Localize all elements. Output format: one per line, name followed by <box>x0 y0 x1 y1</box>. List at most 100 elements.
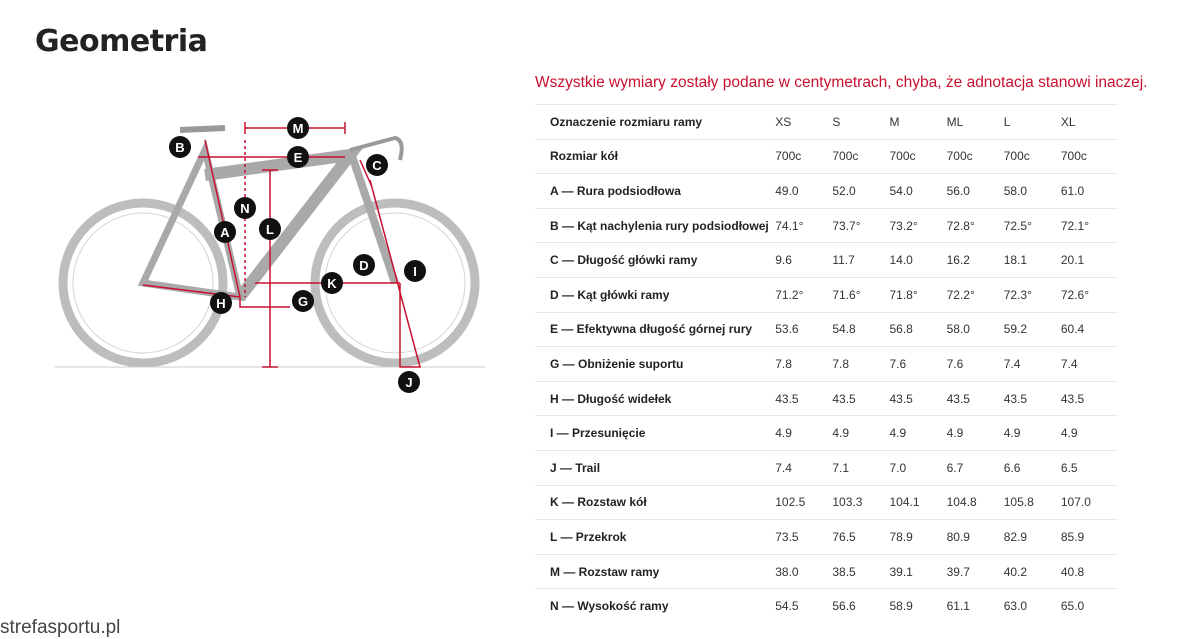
cell-value: 104.8 <box>946 484 1004 520</box>
cell-value: 6.7 <box>946 449 1004 486</box>
cell-value: 43.5 <box>1003 380 1061 416</box>
row-label: B — Kąt nachylenia rury podsiodłowej <box>535 207 776 243</box>
cell-value: 59.2 <box>1003 311 1061 347</box>
cell-value: 85.9 <box>1060 519 1118 555</box>
table-row: L — Przekrok 73.5 76.5 78.9 80.9 82.9 85.9 <box>535 519 1118 555</box>
cell-value: 72.3° <box>1003 276 1061 313</box>
cell-value: 700c <box>889 138 947 174</box>
cell-value: 14.0 <box>889 242 947 278</box>
cell-value: 4.9 <box>889 415 947 451</box>
cell-value: 104.1 <box>889 484 947 520</box>
table-row: E — Efektywna długość górnej rury 53.6 54.… <box>535 311 1118 347</box>
table-row: M — Rozstaw ramy 38.0 38.5 39.1 39.7 40.2 40.8 <box>535 553 1118 589</box>
marker-l: L <box>259 218 281 240</box>
row-label: H — Długość widełek <box>535 380 776 416</box>
cell-value: 71.2° <box>775 276 833 313</box>
cell-value: 700c <box>946 138 1004 174</box>
cell-value: 4.9 <box>946 415 1004 451</box>
cell-value: 60.4 <box>1060 311 1118 347</box>
cell-value: 7.4 <box>1060 346 1118 382</box>
cell-value: 4.9 <box>1003 415 1061 451</box>
bike-geometry-diagram: M B E C N A L D I K H G J <box>55 117 485 393</box>
cell-value: 700c <box>1003 138 1061 174</box>
svg-text:D: D <box>359 258 368 273</box>
row-label: C — Długość główki ramy <box>535 242 776 278</box>
marker-e: E <box>287 146 309 168</box>
cell-value: 73.2° <box>889 207 947 243</box>
table-row: Oznaczenie rozmiaru ramy XS S M ML L XL <box>535 104 1118 140</box>
cell-value: 16.2 <box>946 242 1004 278</box>
page-title: Geometria <box>35 24 208 59</box>
cell-value: 74.1° <box>775 207 833 243</box>
cell-value: 700c <box>832 138 890 174</box>
cell-value: 56.8 <box>889 311 947 347</box>
row-label: I — Przesunięcie <box>535 415 776 451</box>
cell-value: 7.6 <box>946 346 1004 382</box>
cell-value: 43.5 <box>832 380 890 416</box>
row-label: K — Rozstaw kół <box>535 484 776 520</box>
cell-value: 71.6° <box>832 276 890 313</box>
cell-value: 65.0 <box>1060 588 1118 623</box>
table-row: K — Rozstaw kół 102.5 103.3 104.1 104.8 105.8… <box>535 484 1118 520</box>
cell-value: 72.1° <box>1060 207 1118 243</box>
cell-value: 73.7° <box>832 207 890 243</box>
marker-m: M <box>287 117 309 139</box>
svg-text:K: K <box>327 276 337 291</box>
cell-value: 38.5 <box>832 553 890 589</box>
cell-value: 105.8 <box>1003 484 1061 520</box>
cell-value: 53.6 <box>775 311 833 347</box>
table-row: Rozmiar kół 700c 700c 700c 700c 700c 700c <box>535 138 1118 174</box>
table-row: G — Obniżenie suportu 7.8 7.8 7.6 7.6 7.4 7.4 <box>535 346 1118 382</box>
table-row: I — Przesunięcie 4.9 4.9 4.9 4.9 4.9 4.9 <box>535 415 1118 451</box>
cell-value: 20.1 <box>1060 242 1118 278</box>
cell-value: 103.3 <box>832 484 890 520</box>
cell-value: 72.2° <box>946 276 1004 313</box>
cell-value: 7.8 <box>832 346 890 382</box>
cell-value: 7.0 <box>889 449 947 486</box>
table-row: J — Trail 7.4 7.1 7.0 6.7 6.6 6.5 <box>535 449 1118 486</box>
bike-illustration <box>58 125 480 368</box>
cell-value: 56.0 <box>946 173 1004 209</box>
cell-value: 58.9 <box>889 588 947 623</box>
cell-value: 49.0 <box>775 173 833 209</box>
watermark: strefasportu.pl <box>0 617 121 638</box>
cell-value: 80.9 <box>946 519 1004 555</box>
cell-value: 700c <box>775 138 833 174</box>
cell-value: 7.8 <box>775 346 833 382</box>
cell-value: 54.0 <box>889 173 947 209</box>
cell-value: 73.5 <box>775 519 833 555</box>
cell-value: 4.9 <box>832 415 890 451</box>
cell-value: M <box>889 104 947 140</box>
marker-n: N <box>234 197 256 219</box>
row-label: Oznaczenie rozmiaru ramy <box>535 104 776 140</box>
units-note: Wszystkie wymiary zostały podane w centy… <box>535 74 1148 91</box>
marker-k: K <box>321 272 343 294</box>
table-row: A — Rura podsiodłowa 49.0 52.0 54.0 56.0 58.0… <box>535 173 1118 209</box>
row-label: Rozmiar kół <box>535 138 776 174</box>
table-row: N — Wysokość ramy 54.5 56.6 58.9 61.1 63.0 65.… <box>535 588 1118 623</box>
cell-value: ML <box>946 104 1004 140</box>
svg-text:E: E <box>294 150 303 165</box>
cell-value: 78.9 <box>889 519 947 555</box>
marker-d: D <box>353 254 375 276</box>
cell-value: 102.5 <box>775 484 833 520</box>
cell-value: 7.4 <box>775 449 833 486</box>
marker-j: J <box>398 371 420 393</box>
row-label: N — Wysokość ramy <box>535 588 776 623</box>
cell-value: 11.7 <box>832 242 890 278</box>
cell-value: 4.9 <box>1060 415 1118 451</box>
marker-c: C <box>366 154 388 176</box>
svg-text:I: I <box>413 264 417 279</box>
cell-value: 43.5 <box>775 380 833 416</box>
svg-text:J: J <box>405 375 412 390</box>
cell-value: XL <box>1060 104 1118 140</box>
svg-text:G: G <box>298 294 308 309</box>
cell-value: XS <box>775 104 833 140</box>
cell-value: 39.1 <box>889 553 947 589</box>
marker-b: B <box>169 136 191 158</box>
cell-value: 9.6 <box>775 242 833 278</box>
cell-value: 39.7 <box>946 553 1004 589</box>
dimension-markers: M B E C N A L D I K H G J <box>169 117 426 393</box>
cell-value: 40.2 <box>1003 553 1061 589</box>
svg-text:A: A <box>220 225 230 240</box>
